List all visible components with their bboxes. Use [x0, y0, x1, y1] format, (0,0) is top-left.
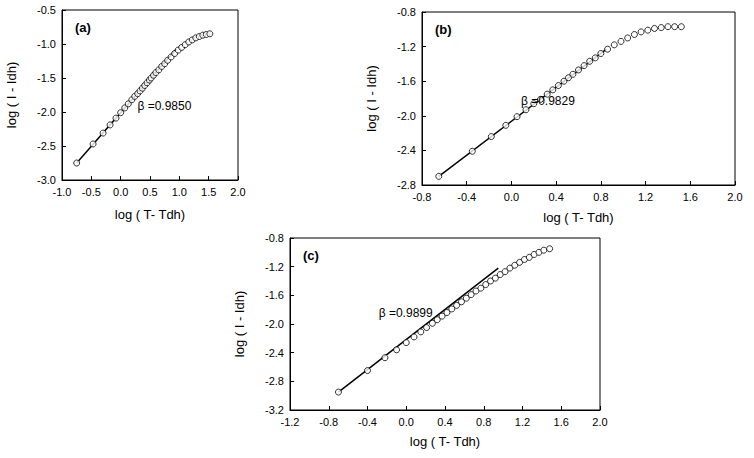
svg-text:-0.8: -0.8	[319, 416, 338, 428]
svg-text:-1.0: -1.0	[53, 186, 72, 198]
svg-text:log ( T- Tdh): log ( T- Tdh)	[115, 207, 185, 222]
svg-text:1.0: 1.0	[172, 186, 187, 198]
svg-text:-2.8: -2.8	[265, 375, 284, 387]
svg-text:(c): (c)	[303, 248, 319, 263]
svg-text:2.0: 2.0	[727, 191, 742, 203]
svg-text:1.6: 1.6	[554, 416, 569, 428]
svg-text:0.0: 0.0	[399, 416, 414, 428]
svg-text:β =0.9850: β =0.9850	[137, 99, 191, 113]
svg-text:(b): (b)	[435, 22, 452, 37]
svg-text:0.0: 0.0	[504, 191, 519, 203]
svg-text:β =0.9829: β =0.9829	[521, 94, 575, 108]
svg-text:-3.0: -3.0	[37, 174, 56, 186]
svg-text:β =0.9899: β =0.9899	[379, 306, 433, 320]
svg-text:2.0: 2.0	[592, 416, 607, 428]
svg-text:0.4: 0.4	[548, 191, 563, 203]
svg-text:-0.8: -0.8	[413, 191, 432, 203]
svg-text:-0.8: -0.8	[265, 232, 284, 244]
svg-text:-2.8: -2.8	[397, 179, 416, 191]
svg-text:1.6: 1.6	[683, 191, 698, 203]
svg-text:0.8: 0.8	[476, 416, 491, 428]
svg-text:-0.4: -0.4	[457, 191, 476, 203]
svg-text:1.5: 1.5	[201, 186, 216, 198]
svg-text:log ( I - Idh): log ( I - Idh)	[4, 62, 19, 128]
svg-text:-1.5: -1.5	[37, 72, 56, 84]
svg-text:log ( T- Tdh): log ( T- Tdh)	[410, 434, 480, 449]
svg-text:-0.5: -0.5	[37, 4, 56, 16]
svg-text:-2.0: -2.0	[265, 318, 284, 330]
svg-text:0.8: 0.8	[593, 191, 608, 203]
svg-text:-2.0: -2.0	[37, 106, 56, 118]
svg-text:-3.2: -3.2	[265, 404, 284, 416]
svg-text:-2.4: -2.4	[265, 347, 284, 359]
svg-text:0.0: 0.0	[113, 186, 128, 198]
svg-text:-1.2: -1.2	[265, 261, 284, 273]
svg-text:(a): (a)	[75, 20, 91, 35]
svg-text:-0.8: -0.8	[397, 6, 416, 18]
svg-text:-2.0: -2.0	[397, 110, 416, 122]
svg-text:-1.2: -1.2	[397, 41, 416, 53]
svg-text:1.2: 1.2	[515, 416, 530, 428]
svg-text:-2.4: -2.4	[397, 144, 416, 156]
svg-text:-0.5: -0.5	[82, 186, 101, 198]
svg-text:-1.2: -1.2	[281, 416, 300, 428]
svg-text:-1.6: -1.6	[397, 75, 416, 87]
svg-text:-1.0: -1.0	[37, 38, 56, 50]
svg-text:0.4: 0.4	[437, 416, 452, 428]
svg-text:log ( I - Idh): log ( I - Idh)	[232, 291, 247, 357]
svg-text:-1.6: -1.6	[265, 289, 284, 301]
svg-text:-2.5: -2.5	[37, 140, 56, 152]
svg-text:log ( I - Idh): log ( I - Idh)	[364, 65, 379, 131]
svg-text:1.2: 1.2	[638, 191, 653, 203]
svg-text:-0.4: -0.4	[358, 416, 377, 428]
svg-text:2.0: 2.0	[230, 186, 245, 198]
svg-text:log ( T- Tdh): log ( T- Tdh)	[543, 210, 613, 225]
svg-text:0.5: 0.5	[142, 186, 157, 198]
